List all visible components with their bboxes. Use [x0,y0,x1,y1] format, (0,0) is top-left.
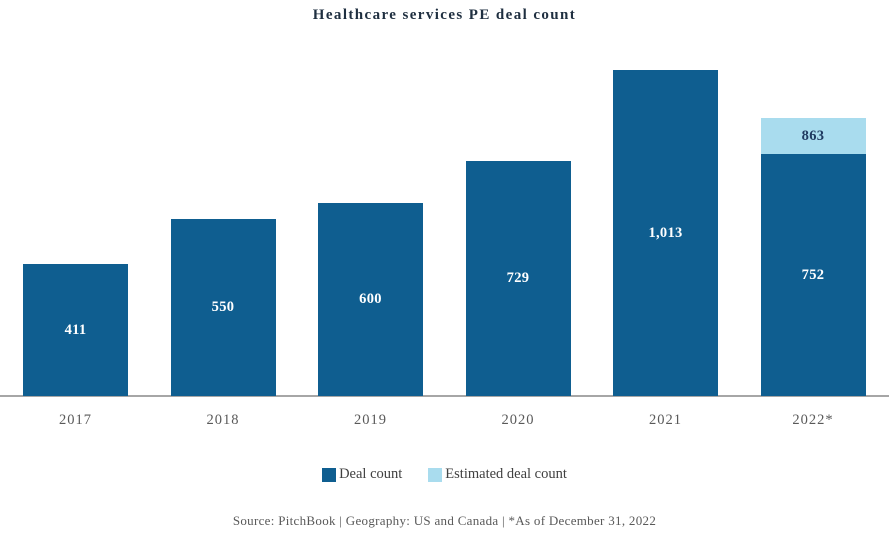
x-axis-label-2019: 2019 [354,412,387,428]
source-caption: Source: PitchBook | Geography: US and Ca… [232,513,657,528]
x-axis-label-2020: 2020 [501,412,535,428]
x-axis-label-2021: 2021 [649,412,682,428]
bar-value-label: 600 [359,291,382,307]
legend-item-deal-count: Deal count [322,466,402,483]
x-axis-labels: 2017 2018 2019 2020 2021 2022* [0,412,889,434]
x-axis-line [0,395,889,397]
bar-value-label: 729 [506,270,530,286]
bar-value-label: 550 [211,299,235,315]
bar-2022: 863 752 [760,118,866,396]
x-axis-label-2017: 2017 [59,412,92,428]
deal-bar-segment-2019: 600 [318,203,423,396]
plot-area: 411 550 600 729 1,013 863 752 [0,70,889,397]
legend-item-estimated-deal-count: Estimated deal count [428,466,567,483]
legend-swatch-deal-count-icon [322,467,337,482]
legend-label-deal-count: Deal count [339,466,403,482]
bar-2019: 600 [318,203,423,396]
estimated-bar-segment-2022: 863 [760,118,866,154]
chart-legend: Deal count Estimated deal count [0,466,889,483]
deal-bar-segment-2017: 411 [23,264,128,396]
deal-bar-segment-2020: 729 [465,161,571,396]
bar-2021: 1,013 [613,70,718,396]
bar-value-label: 1,013 [648,224,683,241]
bar-value-label-estimated: 863 [801,127,825,144]
bar-value-label: 752 [801,266,825,283]
legend-swatch-estimated-deal-count-icon [428,467,443,482]
bar-value-label: 411 [64,321,87,338]
bar-2020: 729 [465,161,571,396]
x-axis-label-2022: 2022* [792,412,834,428]
chart-title: Healthcare services PE deal count [312,7,577,23]
bar-2018: 550 [170,219,276,396]
legend-label-estimated-deal-count: Estimated deal count [445,466,567,482]
deal-bar-segment-2018: 550 [170,219,276,396]
deal-bar-segment-2021: 1,013 [613,70,718,396]
bar-2017: 411 [23,264,128,396]
x-axis-label-2018: 2018 [206,412,240,428]
deal-bar-segment-2022: 752 [760,154,866,396]
